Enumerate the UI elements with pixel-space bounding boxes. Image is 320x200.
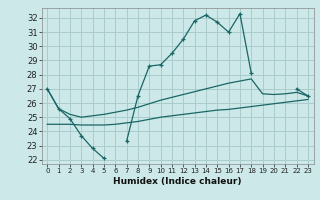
X-axis label: Humidex (Indice chaleur): Humidex (Indice chaleur) bbox=[113, 177, 242, 186]
